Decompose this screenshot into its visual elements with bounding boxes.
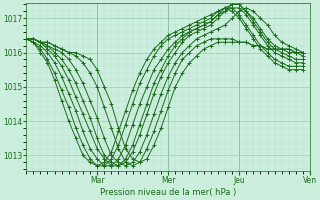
X-axis label: Pression niveau de la mer( hPa ): Pression niveau de la mer( hPa ) [100,188,236,197]
